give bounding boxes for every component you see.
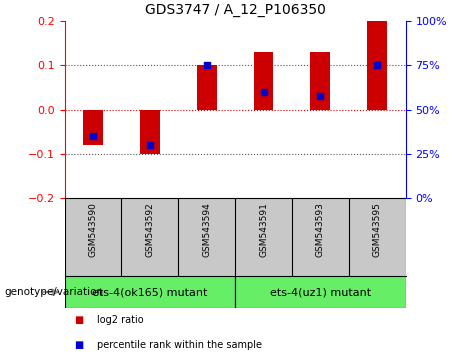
Bar — [65, 276, 235, 308]
Point — [317, 93, 324, 98]
Title: GDS3747 / A_12_P106350: GDS3747 / A_12_P106350 — [145, 4, 325, 17]
Point — [260, 89, 267, 95]
Text: ets-4(ok165) mutant: ets-4(ok165) mutant — [92, 287, 207, 297]
Bar — [367, 21, 387, 110]
Text: GSM543595: GSM543595 — [373, 202, 382, 257]
Point — [203, 63, 210, 68]
Bar — [254, 52, 273, 110]
Text: GSM543594: GSM543594 — [202, 202, 211, 257]
Text: log2 ratio: log2 ratio — [97, 315, 143, 325]
Text: ■: ■ — [74, 315, 83, 325]
Text: GSM543590: GSM543590 — [89, 202, 97, 257]
Text: genotype/variation: genotype/variation — [5, 287, 104, 297]
Text: ■: ■ — [74, 340, 83, 350]
Text: percentile rank within the sample: percentile rank within the sample — [97, 340, 262, 350]
Text: GSM543593: GSM543593 — [316, 202, 325, 257]
Bar — [310, 52, 331, 110]
Bar — [235, 276, 406, 308]
Text: ets-4(uz1) mutant: ets-4(uz1) mutant — [270, 287, 371, 297]
Point — [146, 142, 154, 148]
Bar — [197, 65, 217, 110]
Point — [89, 133, 97, 139]
Text: GSM543591: GSM543591 — [259, 202, 268, 257]
Text: GSM543592: GSM543592 — [145, 202, 154, 257]
Bar — [140, 110, 160, 154]
Bar — [83, 110, 103, 145]
Point — [373, 63, 381, 68]
